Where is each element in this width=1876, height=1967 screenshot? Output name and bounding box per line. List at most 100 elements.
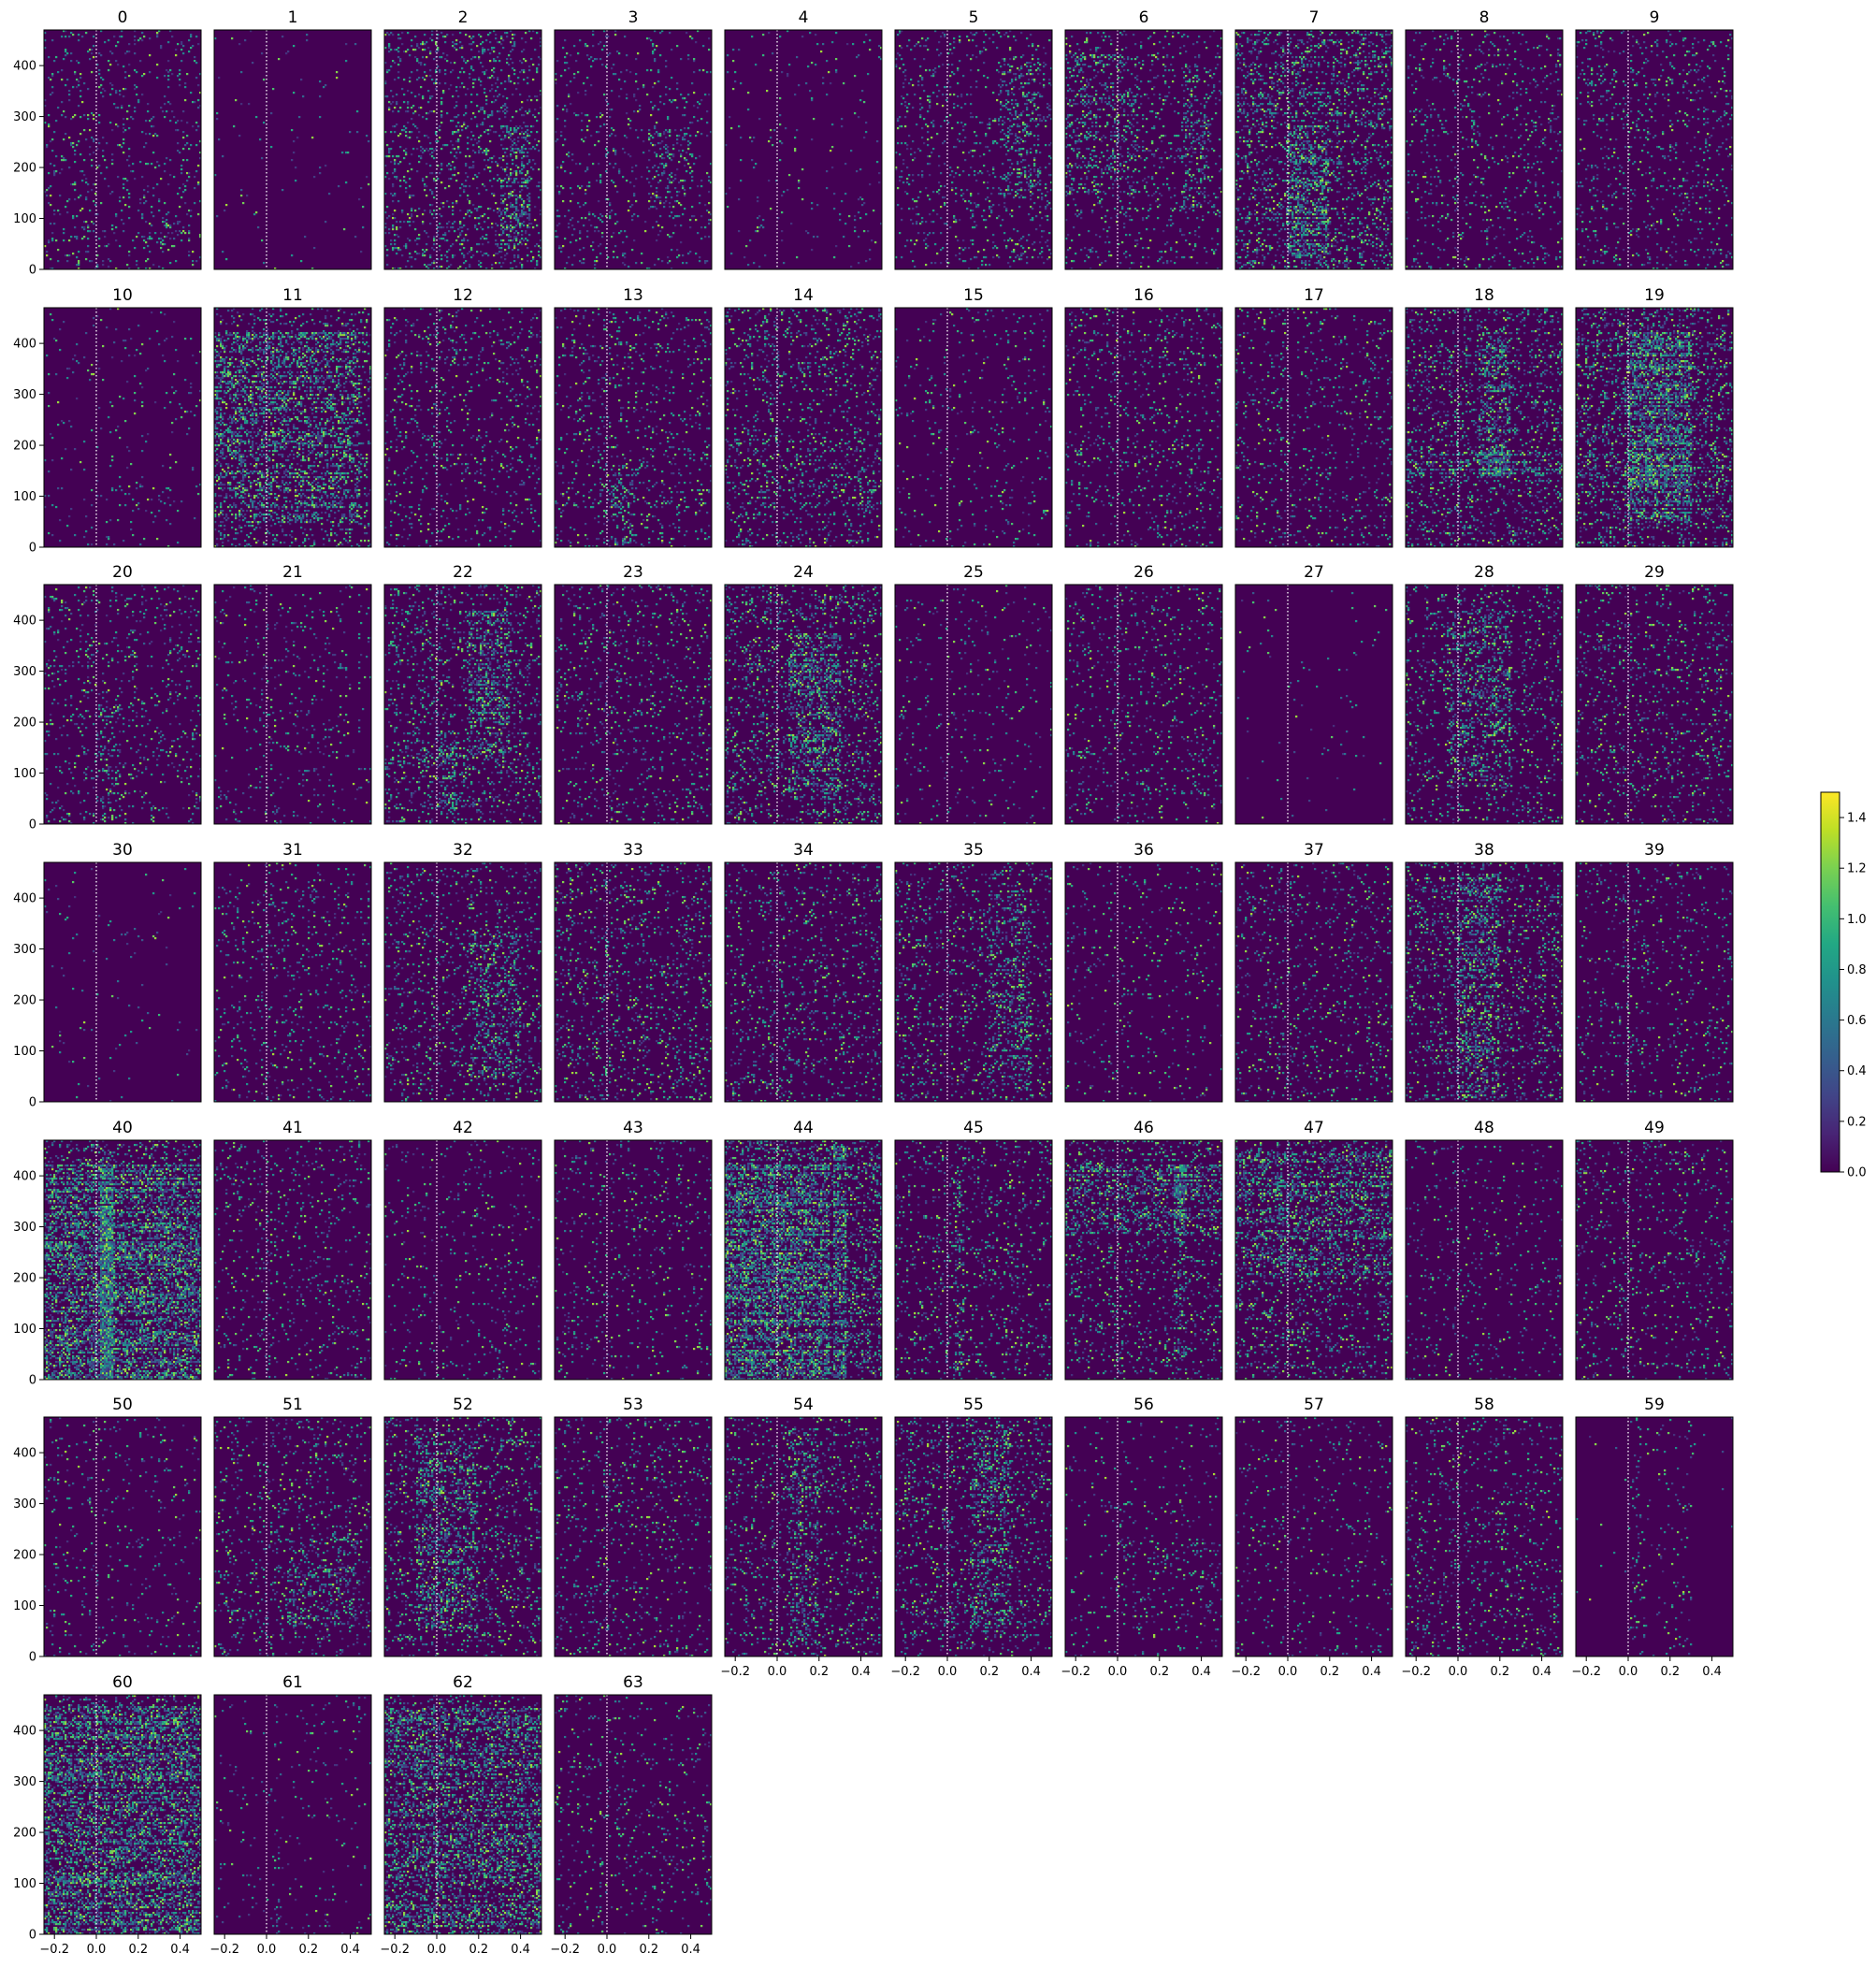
raster-cell [566, 110, 568, 112]
raster-cell [450, 178, 452, 180]
raster-cell [1162, 262, 1164, 264]
raster-cell [396, 228, 397, 230]
raster-cell [143, 36, 145, 37]
raster-cell [656, 122, 657, 123]
raster-cell [536, 69, 538, 71]
raster-cell [528, 148, 530, 150]
raster-cell [796, 129, 798, 131]
raster-cell [179, 221, 180, 223]
raster-cell [1013, 73, 1015, 75]
raster-cell [463, 239, 465, 241]
raster-cell [1174, 157, 1176, 159]
raster-cell [635, 200, 637, 202]
raster-cell [592, 241, 594, 243]
raster-cell [685, 262, 687, 264]
raster-cell [1009, 65, 1011, 67]
raster-cell [848, 215, 850, 217]
raster-cell [1032, 43, 1033, 45]
raster-cell [652, 206, 654, 208]
raster-cell [491, 84, 493, 86]
raster-cell [444, 187, 446, 189]
raster-cell [919, 75, 921, 77]
raster-cell [592, 163, 594, 165]
raster-cell [1140, 157, 1142, 159]
raster-cell [111, 88, 113, 90]
raster-cell [431, 262, 433, 264]
raster-cell [747, 108, 749, 110]
raster-cell [126, 189, 128, 191]
raster-cell [500, 224, 502, 226]
raster-cell [152, 116, 154, 118]
raster-cell [917, 196, 919, 198]
raster-cell [923, 142, 925, 144]
raster-cell [482, 65, 483, 67]
raster-cell [923, 118, 925, 120]
raster-cell [528, 65, 530, 67]
raster-cell [392, 140, 394, 142]
raster-cell [1189, 161, 1191, 163]
raster-cell [195, 122, 197, 123]
raster-cell [989, 174, 990, 176]
raster-cell [584, 193, 586, 195]
raster-cell [1149, 239, 1151, 241]
raster-cell [427, 101, 429, 103]
raster-cell [414, 36, 416, 37]
raster-cell [663, 166, 665, 168]
raster-cell [521, 234, 523, 236]
raster-cell [1125, 161, 1127, 163]
raster-cell [1026, 62, 1028, 64]
raster-cell [863, 41, 865, 43]
raster-cell [502, 217, 504, 219]
raster-cell [498, 60, 500, 62]
raster-cell [349, 131, 351, 133]
raster-cell [989, 37, 990, 39]
raster-cell [1022, 140, 1024, 142]
raster-cell [1183, 187, 1185, 189]
raster-cell [1026, 107, 1028, 108]
raster-cell [166, 224, 167, 226]
raster-cell [98, 238, 100, 239]
raster-cell [521, 206, 523, 208]
raster-cell [534, 163, 536, 165]
raster-cell [115, 92, 117, 94]
raster-cell [901, 47, 902, 49]
raster-cell [738, 198, 740, 200]
raster-cell [401, 210, 403, 211]
raster-cell [156, 34, 158, 36]
raster-cell [1035, 120, 1037, 122]
raster-cell [1097, 189, 1099, 191]
raster-cell [435, 88, 437, 90]
raster-cell [1071, 193, 1073, 195]
raster-cell [72, 86, 74, 88]
raster-cell [1045, 187, 1046, 189]
raster-cell [833, 256, 835, 258]
raster-cell [1110, 170, 1112, 172]
raster-cell [478, 77, 480, 79]
raster-cell [523, 155, 525, 157]
raster-cell [89, 230, 91, 232]
raster-cell [472, 165, 474, 166]
raster-cell [1191, 206, 1192, 208]
raster-cell [506, 155, 508, 157]
raster-cell [671, 77, 672, 79]
raster-cell [706, 172, 708, 174]
raster-cell [489, 52, 491, 54]
raster-cell [1037, 172, 1039, 174]
raster-cell [1018, 150, 1020, 152]
raster-cell [164, 95, 166, 97]
raster-cell [1015, 142, 1017, 144]
raster-cell [519, 172, 521, 174]
raster-cell [397, 77, 399, 79]
raster-cell [949, 75, 951, 77]
raster-cell [528, 198, 530, 200]
raster-cell [1003, 122, 1005, 123]
raster-cell [429, 37, 431, 39]
raster-cell [906, 110, 908, 112]
raster-cell [270, 146, 272, 148]
raster-cell [455, 49, 457, 51]
raster-cell [1162, 183, 1164, 185]
raster-cell [493, 101, 495, 103]
raster-cell [1026, 65, 1028, 67]
raster-cell [959, 247, 960, 249]
raster-cell [528, 142, 530, 144]
